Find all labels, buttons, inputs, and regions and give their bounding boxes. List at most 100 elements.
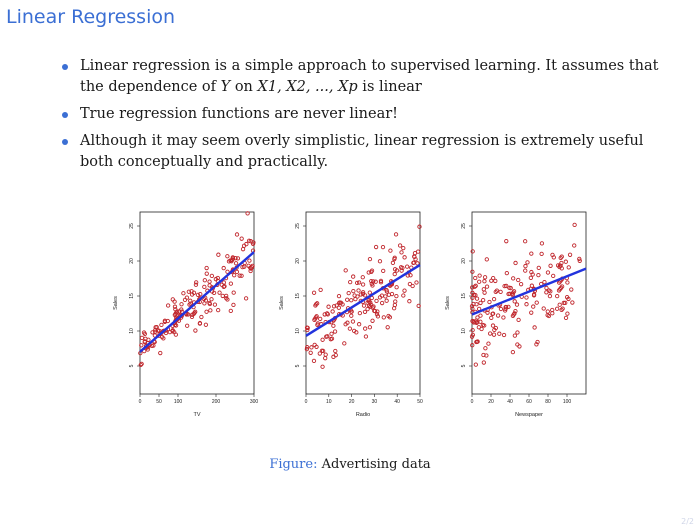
y-tick-label: 20 <box>461 258 467 264</box>
data-point <box>367 290 372 295</box>
data-point <box>402 255 407 260</box>
y-tick-label: 15 <box>461 293 467 299</box>
data-point <box>317 351 322 356</box>
data-point <box>318 316 323 322</box>
data-point <box>408 273 413 278</box>
data-point <box>172 322 177 327</box>
data-point <box>231 290 236 295</box>
data-point <box>172 304 178 309</box>
y-tick-label: 25 <box>461 223 467 229</box>
data-point <box>304 346 310 352</box>
data-point <box>250 263 255 269</box>
data-point <box>482 275 488 280</box>
var-x-list: X1, X2, ..., Xp <box>257 79 358 95</box>
data-point <box>193 328 198 333</box>
data-point <box>202 278 207 283</box>
data-point <box>504 271 509 276</box>
data-point <box>221 280 227 285</box>
data-point <box>233 261 239 266</box>
data-point <box>536 272 541 278</box>
data-point <box>559 284 565 289</box>
data-point <box>336 305 341 310</box>
data-point <box>389 291 395 297</box>
x-tick-label: 50 <box>156 399 162 405</box>
data-point <box>523 263 528 269</box>
data-point <box>228 258 233 263</box>
y-tick-label: 10 <box>461 328 467 334</box>
data-point <box>204 265 209 271</box>
data-point <box>555 293 560 299</box>
data-point <box>472 284 477 289</box>
data-point <box>384 288 389 293</box>
data-point <box>378 278 384 284</box>
y-tick-label: 15 <box>295 293 301 299</box>
data-point <box>207 279 212 284</box>
x-tick-label: 40 <box>507 399 513 405</box>
data-point <box>150 330 155 335</box>
data-point <box>536 265 541 271</box>
data-point <box>342 341 347 346</box>
data-point <box>304 325 310 330</box>
plot-frame <box>471 211 587 395</box>
data-point <box>153 325 158 330</box>
caption-label: Figure: <box>269 457 318 472</box>
data-point <box>362 309 368 314</box>
data-point <box>326 304 331 309</box>
data-point <box>392 271 397 277</box>
data-point <box>174 309 180 314</box>
data-point <box>373 279 378 284</box>
data-point <box>372 308 378 314</box>
data-point <box>501 315 506 320</box>
caption-text: Advertising data <box>321 457 431 472</box>
bullet-dot-icon <box>62 112 68 118</box>
data-point <box>367 257 373 262</box>
y-axis-label: Sales <box>445 296 451 310</box>
x-tick-label: 80 <box>545 399 551 405</box>
data-point <box>318 287 323 293</box>
data-point <box>410 283 415 289</box>
data-point <box>311 290 317 295</box>
data-point <box>471 319 476 324</box>
data-point <box>380 245 386 250</box>
data-point <box>243 296 249 301</box>
data-point <box>325 312 330 317</box>
data-point <box>207 300 212 306</box>
data-point <box>506 304 511 310</box>
data-point <box>489 315 494 321</box>
data-point <box>402 288 407 293</box>
data-point <box>184 295 190 300</box>
data-point <box>548 289 553 294</box>
bullet-3: Although it may seem overly simplistic, … <box>62 131 672 173</box>
data-point <box>563 300 568 306</box>
data-point <box>476 325 482 330</box>
data-point <box>473 275 478 281</box>
data-point <box>217 290 222 295</box>
y-tick-label: 15 <box>129 293 135 299</box>
data-point <box>365 306 370 312</box>
x-tick-label: 0 <box>471 399 474 405</box>
data-point <box>231 302 236 308</box>
data-point <box>517 344 522 349</box>
data-point <box>356 288 361 293</box>
data-point <box>547 293 553 299</box>
data-point <box>197 321 203 326</box>
data-point <box>187 302 192 307</box>
data-point <box>159 334 165 340</box>
data-point <box>529 310 534 315</box>
data-point <box>224 293 229 299</box>
data-point <box>329 331 334 336</box>
data-point <box>487 299 492 305</box>
data-point <box>346 290 351 296</box>
data-point <box>315 322 320 328</box>
data-point <box>324 334 329 339</box>
data-point <box>343 322 348 327</box>
data-point <box>244 241 249 247</box>
data-point <box>491 297 497 302</box>
data-point <box>212 302 218 307</box>
bullet-2-text: True regression functions are never line… <box>80 106 398 122</box>
y-tick-label: 5 <box>129 364 135 367</box>
data-point <box>565 280 570 285</box>
data-point <box>314 314 319 319</box>
data-point <box>377 259 383 264</box>
data-point <box>561 300 566 306</box>
